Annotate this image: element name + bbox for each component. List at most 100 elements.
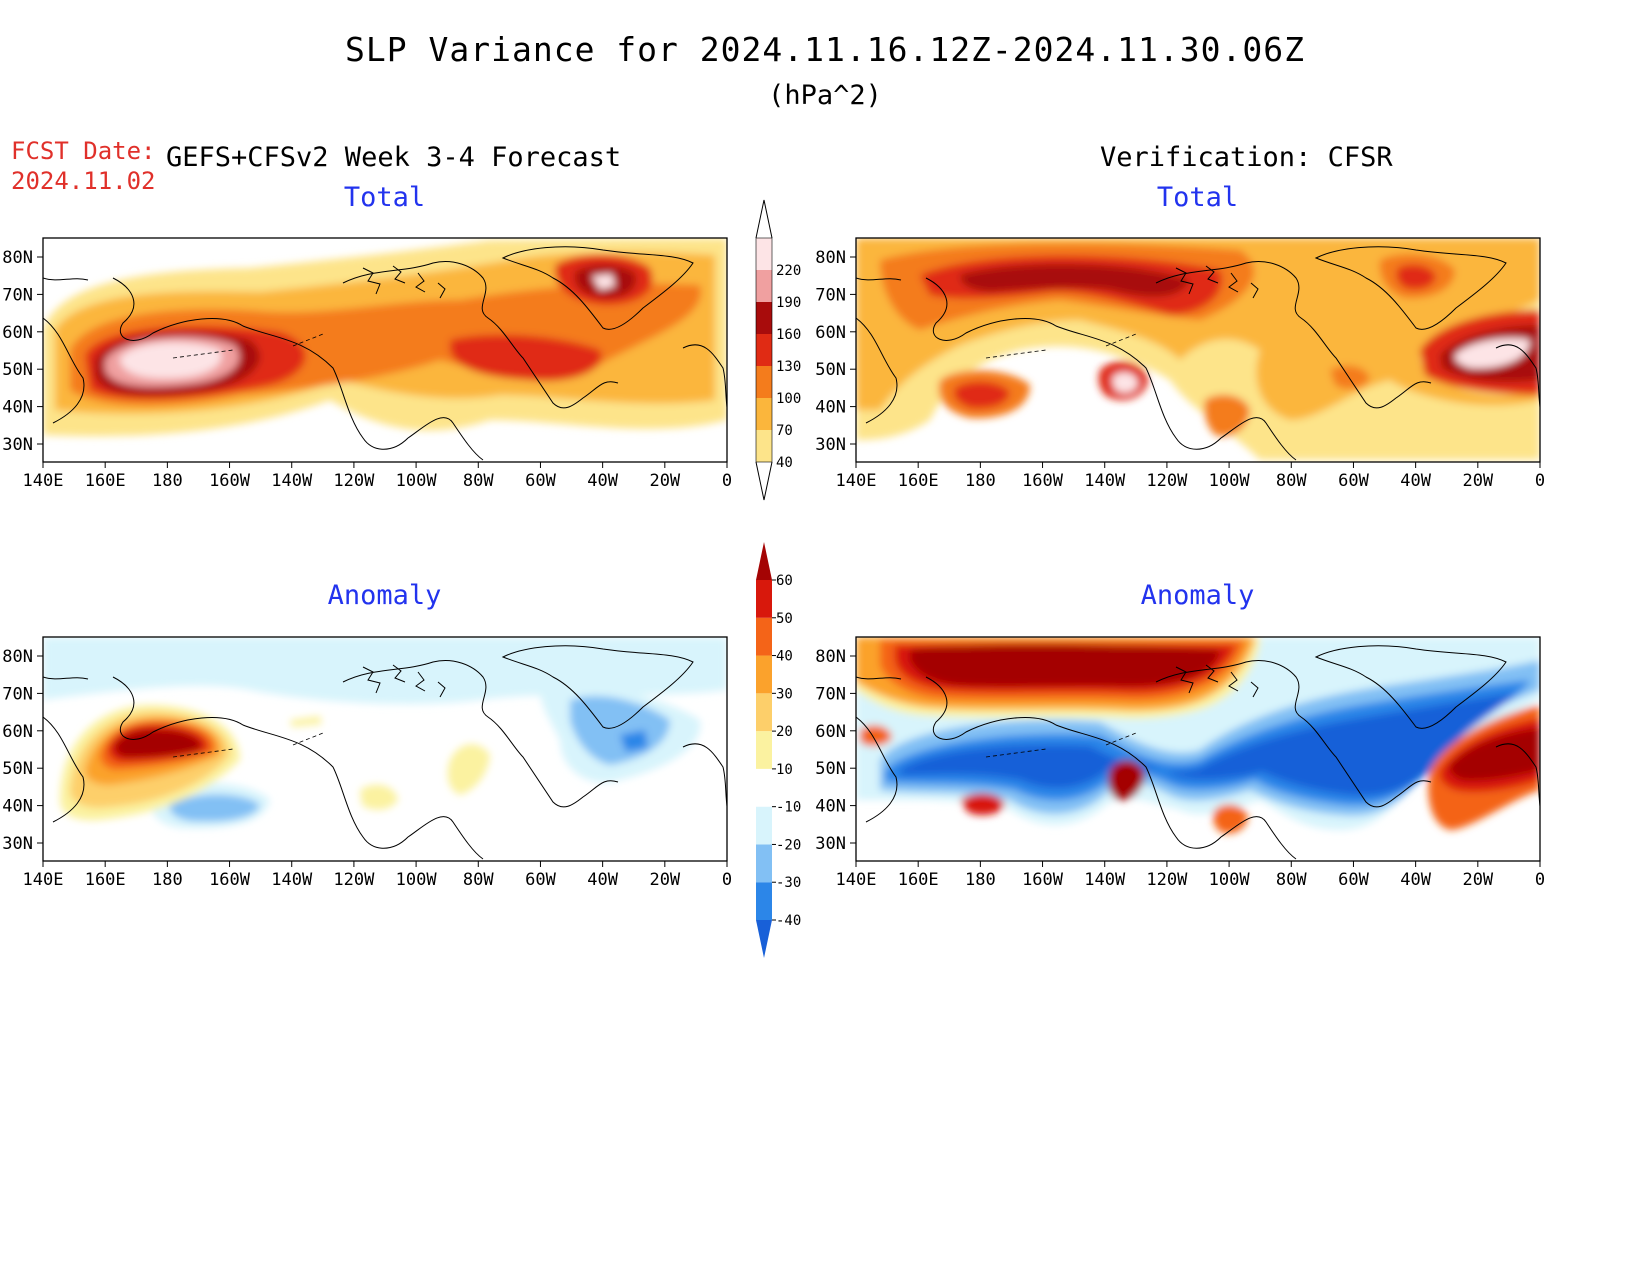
lon-tick-label: 160W [209, 471, 251, 491]
lon-tick-label: 60W [1338, 870, 1369, 890]
lat-tick-label: 40N [815, 797, 846, 817]
lon-tick-label: 20W [649, 471, 680, 491]
lat-tick-label: 80N [2, 248, 33, 268]
lon-tick-label: 160W [1022, 471, 1064, 491]
lon-tick-label: 80W [463, 471, 494, 491]
colorbar-level-label: 10 [776, 762, 793, 778]
colorbar-level-label: -40 [776, 913, 801, 929]
lon-tick-label: 160E [898, 870, 939, 890]
lon-tick-label: 40W [587, 471, 618, 491]
colorbar-swatch [756, 844, 772, 883]
lat-tick-label: 80N [815, 248, 846, 268]
lon-tick-label: 20W [1462, 870, 1493, 890]
figure-units: (hPa^2) [768, 80, 882, 111]
colorbar-anomaly: -40 -30 -20 -10 10 20 30 40 50 60 [756, 542, 801, 958]
forecast-anomaly-map [42, 636, 728, 862]
lon-tick-label: 120W [1146, 471, 1188, 491]
lon-tick-label: 140W [1084, 870, 1126, 890]
colorbar-swatch [756, 270, 772, 302]
colorbar-swatch [756, 693, 772, 732]
lon-tick-label: 120W [1146, 870, 1188, 890]
colorbar-swatch [756, 882, 772, 920]
lat-tick-label: 50N [2, 759, 33, 779]
colorbar-level-label: 40 [776, 649, 793, 665]
colorbar-level-label: -10 [776, 800, 801, 816]
lat-tick-label: 50N [815, 759, 846, 779]
lon-tick-label: 180 [152, 471, 183, 491]
lon-tick-label: 100W [1209, 870, 1251, 890]
figure-title: SLP Variance for 2024.11.16.12Z-2024.11.… [345, 30, 1305, 69]
lat-tick-label: 80N [815, 647, 846, 667]
lon-tick-label: 40W [1400, 471, 1431, 491]
colorbar-swatch [756, 580, 772, 618]
lon-tick-label: 100W [396, 471, 438, 491]
lon-tick-label: 40W [587, 870, 618, 890]
lon-tick-label: 140E [836, 471, 877, 491]
lat-tick-label: 50N [2, 360, 33, 380]
colorbar-swatch [756, 655, 772, 694]
lon-tick-label: 20W [649, 870, 680, 890]
colorbar-swatch [756, 334, 772, 366]
colorbar-swatch [756, 430, 772, 462]
colorbar-swatch [756, 302, 772, 334]
lon-tick-label: 60W [1338, 471, 1369, 491]
colorbar-level-label: 190 [776, 295, 801, 311]
colorbar-level-label: -20 [776, 837, 801, 853]
lon-tick-label: 160W [1022, 870, 1064, 890]
colorbar-level-label: 50 [776, 611, 793, 627]
lon-tick-label: 180 [965, 870, 996, 890]
colorbar-swatch [756, 238, 772, 270]
lat-tick-label: 30N [2, 435, 33, 455]
colorbar-level-label: 100 [776, 391, 801, 407]
lon-tick-label: 80W [1276, 870, 1307, 890]
lon-tick-label: 0 [1535, 870, 1545, 890]
colorbar-level-label: 160 [776, 327, 801, 343]
lat-tick-label: 40N [815, 398, 846, 418]
lon-tick-label: 140W [271, 471, 313, 491]
colorbar-swatch [756, 731, 772, 769]
colorbar-level-label: 70 [776, 423, 793, 439]
lon-tick-label: 160E [85, 870, 126, 890]
lon-tick-label: 160E [898, 471, 939, 491]
lon-tick-label: 140E [23, 471, 64, 491]
colorbar-lower-arrow [755, 461, 773, 501]
colorbar-upper-arrow [756, 542, 772, 580]
lat-tick-label: 70N [2, 684, 33, 704]
verification-total-map [855, 237, 1541, 463]
colorbar-swatch [756, 398, 772, 430]
fcst-date-value: 2024.11.02 [11, 167, 156, 195]
verification-column-header: Verification: CFSR [1100, 142, 1393, 173]
lon-tick-label: 80W [1276, 471, 1307, 491]
lat-tick-label: 30N [2, 834, 33, 854]
lat-tick-label: 30N [815, 834, 846, 854]
lat-tick-label: 30N [815, 435, 846, 455]
verification-anomaly-map [855, 636, 1541, 862]
colorbar-lower-arrow [756, 920, 772, 958]
colorbar-swatch [756, 617, 772, 656]
panel-title-verification-anomaly: Anomaly [1140, 580, 1255, 611]
lat-tick-label: 50N [815, 360, 846, 380]
panel-title-verification-total: Total [1156, 182, 1239, 213]
colorbar-level-label: -30 [776, 875, 801, 891]
lon-tick-label: 160E [85, 471, 126, 491]
colorbar-level-label: 30 [776, 686, 793, 702]
lon-tick-label: 100W [396, 870, 438, 890]
colorbar-swatch [756, 768, 772, 807]
lat-tick-label: 60N [2, 323, 33, 343]
colorbar-swatch [756, 366, 772, 398]
forecast-total-map [42, 237, 728, 463]
lon-tick-label: 20W [1462, 471, 1493, 491]
fcst-date-caption: FCST Date: [11, 137, 156, 165]
lon-tick-label: 120W [333, 870, 375, 890]
lon-tick-label: 140E [836, 870, 877, 890]
lon-tick-label: 140W [1084, 471, 1126, 491]
lat-tick-label: 60N [2, 722, 33, 742]
lat-tick-label: 70N [2, 285, 33, 305]
lat-tick-label: 80N [2, 647, 33, 667]
forecast-column-header: GEFS+CFSv2 Week 3-4 Forecast [166, 142, 622, 173]
lon-tick-label: 60W [525, 471, 556, 491]
lat-tick-label: 60N [815, 722, 846, 742]
lon-tick-label: 0 [722, 471, 732, 491]
lat-tick-label: 70N [815, 684, 846, 704]
lon-tick-label: 140W [271, 870, 313, 890]
